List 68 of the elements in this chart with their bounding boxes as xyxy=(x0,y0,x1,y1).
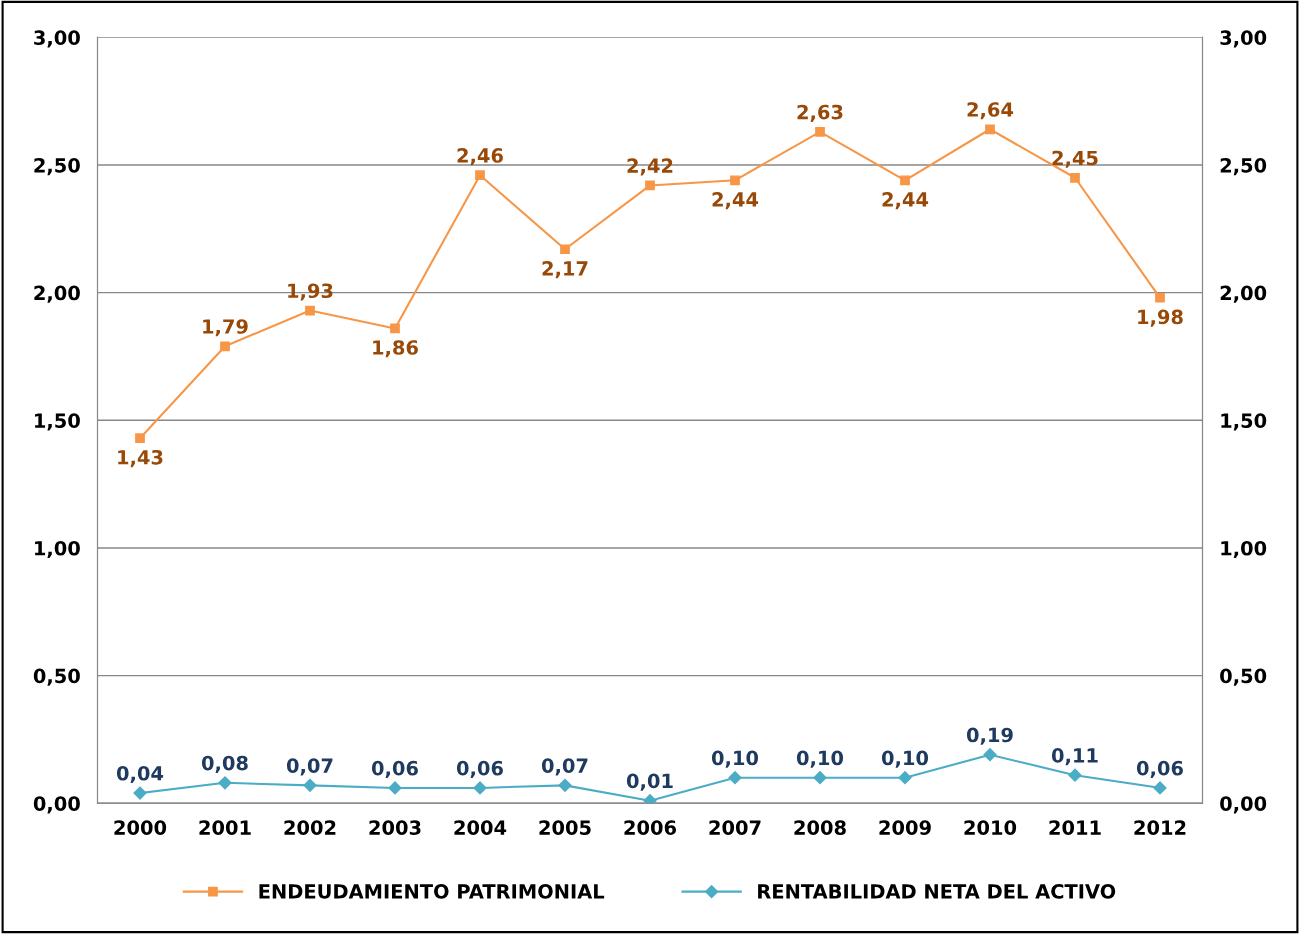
y-tick-label: 2,50 xyxy=(34,157,80,176)
point xyxy=(560,244,570,255)
data-label: 1,93 xyxy=(288,283,333,301)
y2-tick-label: 1,50 xyxy=(1221,413,1267,431)
point xyxy=(815,126,825,137)
y-tick-label: 2,00 xyxy=(34,285,80,303)
point xyxy=(1155,292,1165,303)
legend-label: RENTABILIDAD NETA DEL ACTIVO xyxy=(758,884,1116,899)
data-label: 0,06 xyxy=(1136,760,1183,778)
point xyxy=(900,175,910,186)
point xyxy=(135,433,145,444)
data-label: 0,04 xyxy=(116,765,164,784)
data-label: 0,10 xyxy=(796,750,844,768)
x-tick-label: 2011 xyxy=(1049,820,1101,835)
data-label: 0,07 xyxy=(286,758,333,776)
x-tick-label: 2007 xyxy=(709,820,761,835)
data-label: 1,43 xyxy=(118,449,163,468)
x-tick-label: 2010 xyxy=(964,820,1017,835)
data-label: 1,79 xyxy=(203,319,248,337)
point xyxy=(730,175,740,186)
point xyxy=(390,323,400,334)
x-tick-label: 2004 xyxy=(454,820,507,835)
y2-tick-label: 3,00 xyxy=(1220,30,1267,48)
data-label: 2,46 xyxy=(457,148,503,166)
x-tick-label: 2008 xyxy=(794,820,846,835)
y-tick-label: 0,00 xyxy=(33,796,80,814)
data-label: 2,44 xyxy=(882,192,929,210)
data-label: 2,17 xyxy=(542,261,588,279)
y-tick-label: 0,50 xyxy=(33,668,80,686)
x-tick-label: 2001 xyxy=(199,820,251,835)
y2-tick-label: 0,50 xyxy=(1220,668,1267,686)
point xyxy=(645,180,655,191)
legend-label: ENDEUDAMIENTO PATRIMONIAL xyxy=(259,884,605,899)
data-label: 0,08 xyxy=(201,755,248,773)
point xyxy=(305,305,315,316)
y-tick-label: 1,50 xyxy=(35,413,80,431)
x-tick-label: 2009 xyxy=(879,820,931,835)
data-label: 0,11 xyxy=(1051,748,1098,766)
y2-tick-label: 2,50 xyxy=(1220,157,1267,176)
data-label: 0,19 xyxy=(966,727,1013,745)
point xyxy=(220,341,230,352)
data-label: 0,06 xyxy=(456,760,503,778)
x-tick-label: 2006 xyxy=(624,820,677,835)
point xyxy=(1070,172,1080,183)
x-tick-label: 2005 xyxy=(539,820,591,835)
data-label: 0,07 xyxy=(541,758,588,776)
x-tick-label: 2003 xyxy=(369,820,421,835)
data-label: 2,45 xyxy=(1052,150,1098,168)
data-label: 2,63 xyxy=(797,104,843,122)
data-label: 2,44 xyxy=(712,192,759,210)
y2-tick-label: 1,00 xyxy=(1221,540,1267,559)
y-tick-label: 1,00 xyxy=(35,540,80,559)
data-label: 0,06 xyxy=(371,760,418,778)
x-tick-label: 2012 xyxy=(1134,820,1186,835)
x-tick-label: 2002 xyxy=(284,820,336,835)
data-label: 1,86 xyxy=(373,340,418,358)
y2-tick-label: 0,00 xyxy=(1220,796,1267,814)
y-tick-label: 3,00 xyxy=(34,30,80,48)
data-label: 1,98 xyxy=(1138,309,1183,327)
point xyxy=(475,170,485,181)
data-label: 2,42 xyxy=(627,158,673,176)
data-label: 0,10 xyxy=(881,750,929,768)
data-label: 0,10 xyxy=(711,750,759,768)
point xyxy=(985,124,995,135)
data-label: 0,01 xyxy=(626,773,673,791)
data-label: 2,64 xyxy=(967,102,1014,120)
y2-tick-label: 2,00 xyxy=(1220,285,1267,303)
x-tick-label: 2000 xyxy=(114,820,167,835)
